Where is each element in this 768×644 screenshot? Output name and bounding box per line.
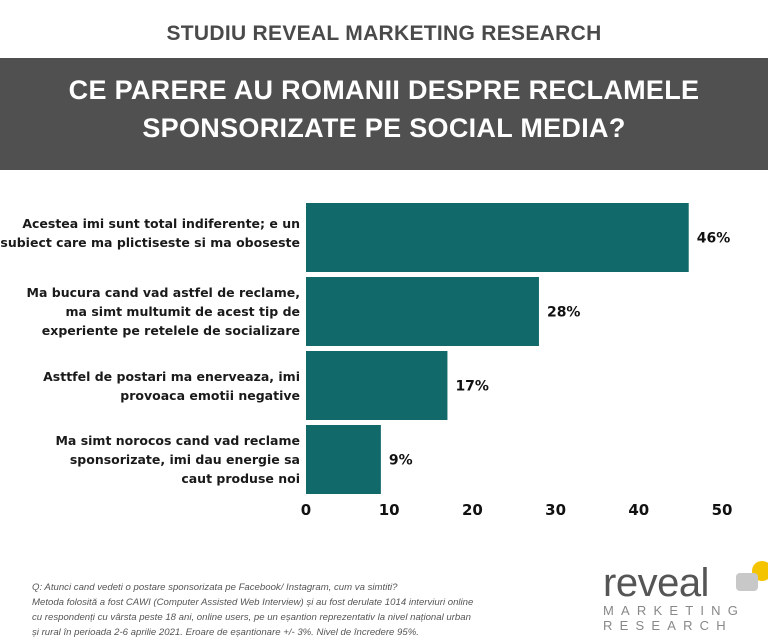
footnote-line: Q: Atunci cand vedeti o postare sponsori… xyxy=(32,582,398,593)
category-label-line: experiente pe retelele de socializare xyxy=(41,323,300,338)
reveal-logo: reveal MARKETING RESEARCH xyxy=(603,561,768,633)
x-tick-label: 0 xyxy=(301,501,311,519)
category-label-line: Ma bucura cand vad astfel de reclame, xyxy=(26,285,300,300)
bar xyxy=(306,203,689,272)
x-tick-label: 30 xyxy=(545,501,566,519)
category-label-line: subiect care ma plictiseste si ma oboses… xyxy=(0,235,300,250)
category-label: Ma simt norocos cand vad reclame sponsori… xyxy=(55,431,300,488)
category-label: Acestea imi sunt total indiferente; e un… xyxy=(0,214,300,252)
footnote-line: cu respondenți cu vârsta peste 18 ani, o… xyxy=(32,612,471,623)
logo-mark-icon xyxy=(736,561,768,591)
footnote-line: Metoda folosită a fost CAWI (Computer As… xyxy=(32,597,474,608)
chart-title-line-1: CE PARERE AU ROMANII DESPRE RECLAMELE xyxy=(68,75,700,105)
data-label: 28% xyxy=(547,305,581,321)
logo-line-2: RESEARCH xyxy=(603,618,733,633)
bar xyxy=(306,351,448,420)
logo-line-1: MARKETING xyxy=(603,603,746,618)
data-label: 17% xyxy=(455,379,489,395)
category-label: Asttfel de postari ma enerveaza, imi prov… xyxy=(43,367,300,405)
category-label-line: Asttfel de postari ma enerveaza, imi xyxy=(43,368,300,384)
category-label-line: Acestea imi sunt total indiferente; e un xyxy=(22,216,300,231)
x-tick-label: 50 xyxy=(712,501,733,519)
category-label-line: caut produse noi xyxy=(181,471,300,486)
x-tick-label: 40 xyxy=(628,501,649,519)
bar xyxy=(306,425,381,494)
category-label-line: sponsorizate, imi dau energie sa xyxy=(69,452,300,467)
footnote: Q: Atunci cand vedeti o postare sponsori… xyxy=(32,580,473,640)
category-label-line: Ma simt norocos cand vad reclame xyxy=(55,433,300,448)
data-label: 46% xyxy=(697,231,731,247)
chart-title-line-2: SPONSORIZATE PE SOCIAL MEDIA? xyxy=(142,113,626,143)
category-label-line: provoaca emotii negative xyxy=(120,387,300,403)
x-tick-label: 10 xyxy=(379,501,400,519)
footnote-line: și rural în perioada 2-6 aprilie 2021. E… xyxy=(32,627,419,638)
category-label: Ma bucura cand vad astfel de reclame, ma … xyxy=(27,283,300,340)
logo-word: reveal xyxy=(603,561,709,605)
category-label-line: ma simt multumit de acest tip de xyxy=(65,304,300,319)
x-tick-label: 20 xyxy=(462,501,483,519)
top-title: STUDIU REVEAL MARKETING RESEARCH xyxy=(166,22,602,45)
title-band: CE PARERE AU ROMANII DESPRE RECLAMELE SP… xyxy=(0,58,768,170)
bar xyxy=(306,277,539,346)
data-label: 9% xyxy=(389,453,413,469)
